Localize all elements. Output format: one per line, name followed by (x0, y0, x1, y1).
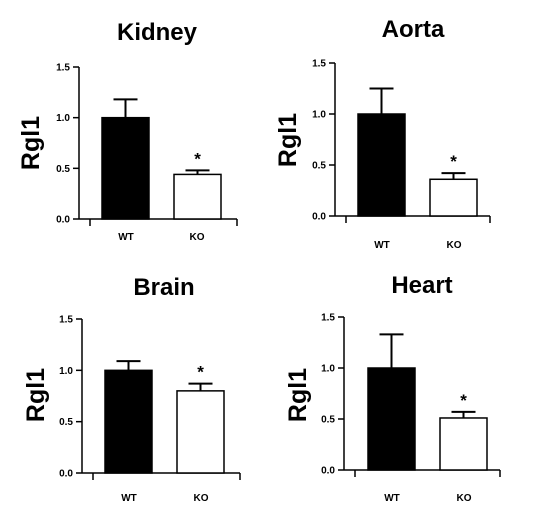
panel-brain: Brain Rgl1 0.0 0.5 1.0 1.5 * WT KO (22, 274, 241, 504)
y-ticks: 0.0 0.5 1.0 1.5 (56, 63, 79, 226)
panel-title: Brain (133, 274, 194, 301)
x-tick-label-ko: KO (190, 232, 205, 243)
y-tick-label: 1.0 (56, 113, 70, 124)
x-tick-label-ko: KO (457, 493, 472, 504)
bar-wt (357, 113, 406, 217)
y-tick-label: 0.0 (56, 215, 70, 226)
y-tick-label: 0.0 (321, 466, 335, 477)
significance-marker: * (197, 363, 204, 382)
y-axis-label: Rgl1 (274, 113, 302, 167)
y-tick-label: 1.5 (56, 63, 70, 74)
bars: * (367, 333, 488, 471)
x-tick-label-ko: KO (194, 493, 209, 504)
y-axis-label: Rgl1 (284, 368, 312, 422)
y-axis-label: Rgl1 (22, 368, 50, 422)
panel-aorta: Aorta Rgl1 0.0 0.5 1.0 1.5 * WT KO (274, 16, 491, 251)
y-tick-label: 1.0 (321, 364, 335, 375)
panel-title: Aorta (382, 16, 445, 43)
bar-wt (101, 116, 150, 220)
y-tick-label: 1.5 (312, 59, 326, 70)
bar-ko (173, 173, 222, 220)
x-tick-label-wt: WT (374, 240, 390, 251)
y-tick-label: 1.5 (321, 313, 335, 324)
y-ticks: 0.0 0.5 1.0 1.5 (59, 315, 82, 480)
y-tick-label: 0.0 (59, 469, 73, 480)
y-tick-label: 0.0 (312, 212, 326, 223)
panel-title: Kidney (117, 19, 198, 46)
y-ticks: 0.0 0.5 1.0 1.5 (321, 313, 344, 477)
x-tick-label-wt: WT (384, 493, 400, 504)
y-tick-label: 0.5 (56, 164, 70, 175)
significance-marker: * (460, 391, 467, 410)
y-tick-label: 1.0 (312, 110, 326, 121)
bars: * (357, 87, 478, 217)
bars: * (104, 360, 225, 474)
panel-title: Heart (391, 272, 452, 299)
y-tick-label: 0.5 (321, 415, 335, 426)
y-tick-label: 0.5 (59, 417, 73, 428)
x-tick-label-wt: WT (121, 493, 137, 504)
y-tick-label: 1.0 (59, 366, 73, 377)
bar-wt (367, 367, 416, 471)
y-axis-label: Rgl1 (17, 116, 45, 170)
y-tick-label: 1.5 (59, 315, 73, 326)
panel-kidney: Kidney Rgl1 0.0 0.5 1.0 1.5 * WT KO (17, 19, 238, 243)
y-ticks: 0.0 0.5 1.0 1.5 (312, 59, 335, 223)
significance-marker: * (450, 152, 457, 171)
y-tick-label: 0.5 (312, 161, 326, 172)
bar-ko (439, 417, 488, 471)
x-tick-label-wt: WT (118, 232, 134, 243)
x-tick-label-ko: KO (447, 240, 462, 251)
significance-marker: * (194, 149, 201, 168)
bars: * (101, 98, 222, 220)
bar-ko (429, 178, 478, 217)
bar-wt (104, 369, 153, 474)
panel-heart: Heart Rgl1 0.0 0.5 1.0 1.5 * WT KO (284, 272, 501, 504)
bar-ko (176, 390, 225, 474)
